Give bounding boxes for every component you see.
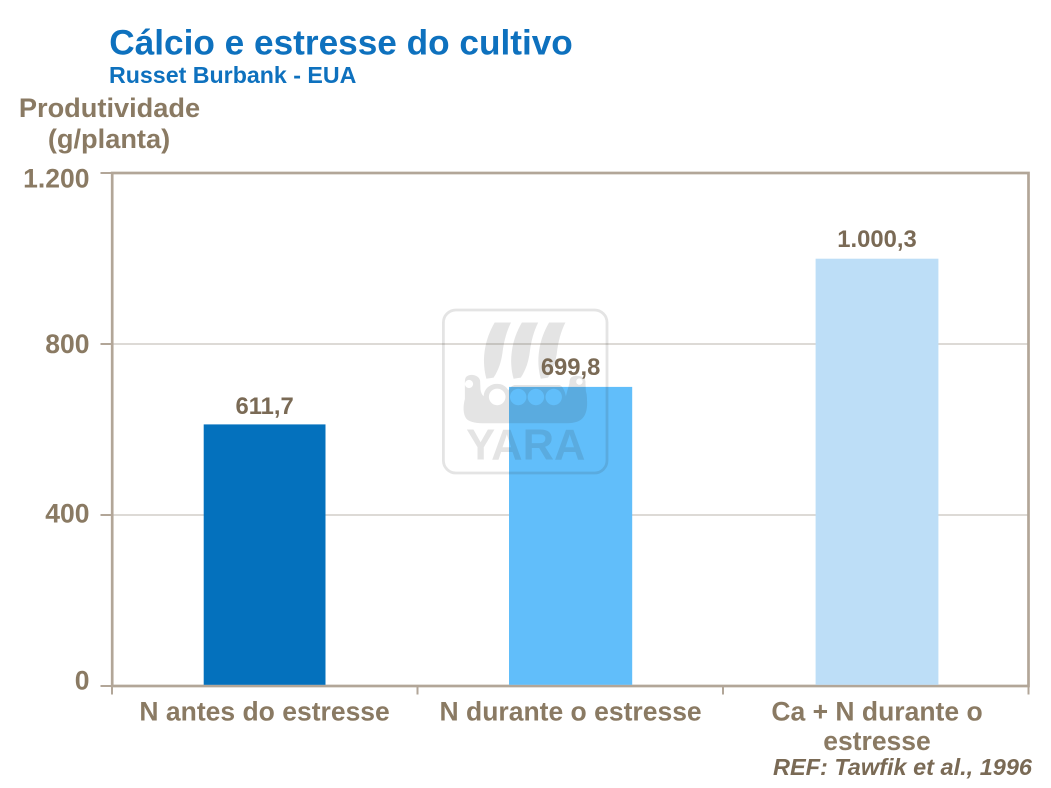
svg-text:Cálcio e estresse do cultivo: Cálcio e estresse do cultivo <box>109 23 573 62</box>
svg-text:REF: Tawfik et al., 1996: REF: Tawfik et al., 1996 <box>773 754 1033 780</box>
svg-text:400: 400 <box>45 499 89 529</box>
svg-text:Produtividade: Produtividade <box>19 92 200 123</box>
svg-text:699,8: 699,8 <box>541 354 601 381</box>
svg-text:0: 0 <box>75 666 90 696</box>
svg-text:(g/planta): (g/planta) <box>48 123 170 154</box>
svg-text:N antes do estresse: N antes do estresse <box>139 697 389 727</box>
svg-text:estresse: estresse <box>823 726 931 756</box>
svg-text:Russet Burbank - EUA: Russet Burbank - EUA <box>109 62 357 88</box>
svg-text:800: 800 <box>45 329 89 359</box>
svg-text:1.200: 1.200 <box>23 164 89 194</box>
svg-text:Ca + N durante o: Ca + N durante o <box>771 697 982 727</box>
svg-text:YARA: YARA <box>466 422 585 470</box>
svg-text:1.000,3: 1.000,3 <box>837 226 916 253</box>
svg-text:N durante o estresse: N durante o estresse <box>440 697 702 727</box>
svg-text:611,7: 611,7 <box>235 393 293 420</box>
